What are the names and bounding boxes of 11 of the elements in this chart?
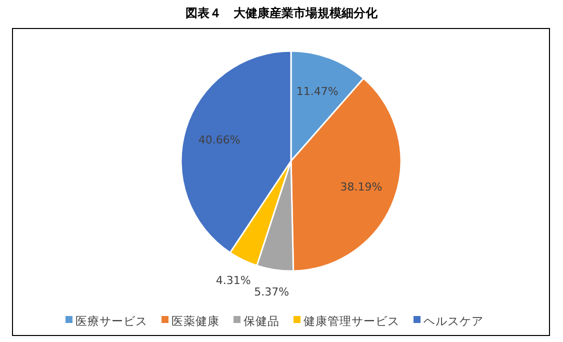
legend-label: 健康管理サービス — [304, 314, 400, 328]
legend-label: 医薬健康 — [172, 314, 220, 328]
chart-title: 図表４ 大健康産業市場規模細分化 — [186, 6, 378, 20]
data-label: 11.47% — [296, 85, 338, 98]
data-label: 38.19% — [340, 180, 382, 194]
legend-label: 保健品 — [244, 314, 280, 328]
data-label: 4.31% — [216, 274, 251, 287]
legend-label: 医療サービス — [76, 314, 148, 328]
data-label: 40.66% — [198, 133, 240, 146]
legend-label: ヘルスケア — [424, 314, 484, 328]
data-label: 5.37% — [254, 286, 290, 299]
